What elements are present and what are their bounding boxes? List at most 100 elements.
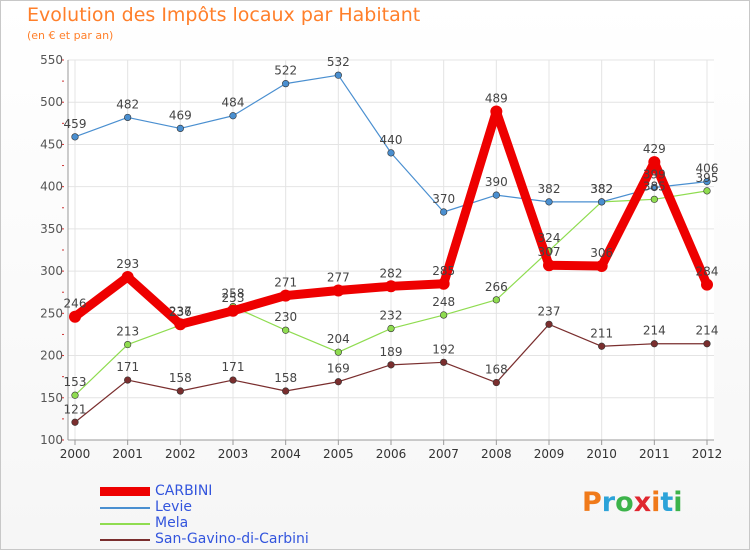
- data-label: 370: [432, 192, 455, 206]
- data-point: [703, 178, 711, 186]
- data-label: 489: [485, 92, 508, 106]
- x-tick-label: 2001: [112, 447, 143, 461]
- data-point: [437, 277, 450, 290]
- data-point: [703, 340, 711, 348]
- data-label: 232: [380, 309, 403, 323]
- data-point: [440, 208, 448, 216]
- data-point: [279, 289, 292, 302]
- data-point: [229, 112, 237, 120]
- legend-item: Mela: [100, 515, 360, 532]
- data-point: [650, 183, 658, 192]
- data-label: 399: [643, 168, 666, 182]
- data-label: 532: [327, 55, 350, 69]
- y-tick-label: 550: [40, 53, 63, 67]
- data-label: 382: [538, 182, 561, 196]
- x-tick-label: 2000: [60, 447, 91, 461]
- legend-label: CARBINI: [155, 483, 213, 499]
- data-label: 158: [274, 371, 297, 385]
- logo-letter: P: [582, 487, 602, 518]
- data-label: 169: [327, 362, 350, 376]
- data-label: 390: [485, 175, 508, 189]
- data-label: 214: [696, 324, 719, 338]
- data-point: [121, 271, 134, 284]
- data-label: 285: [432, 264, 455, 278]
- data-label: 236: [169, 305, 192, 319]
- data-label: 237: [169, 304, 192, 318]
- legend-item: CARBINI: [100, 483, 360, 500]
- x-tick-label: 2007: [428, 447, 459, 461]
- logo-letter: r: [601, 487, 616, 518]
- legend-swatch: [100, 507, 150, 509]
- y-tick-label: 450: [40, 137, 63, 151]
- data-label: 284: [696, 265, 719, 279]
- data-label: 395: [696, 171, 719, 185]
- legend-swatch: [100, 523, 150, 525]
- data-point: [387, 324, 395, 333]
- legend-swatch: [100, 487, 150, 496]
- y-tick-label: 350: [40, 222, 63, 236]
- data-label: 171: [116, 360, 139, 374]
- data-label: 258: [222, 287, 245, 301]
- y-tick-label: 250: [40, 306, 63, 320]
- data-point: [387, 149, 395, 157]
- data-point: [227, 304, 239, 317]
- x-tick-label: 2005: [323, 447, 354, 461]
- data-point: [334, 71, 342, 79]
- data-label: 271: [274, 276, 297, 290]
- data-label: 469: [169, 108, 192, 122]
- data-label: 277: [327, 271, 350, 285]
- x-tick-label: 2006: [376, 447, 407, 461]
- data-label: 204: [327, 332, 350, 346]
- x-tick-label: 2002: [165, 447, 196, 461]
- data-point: [176, 387, 184, 395]
- data-label: 459: [64, 117, 87, 131]
- y-tick-label: 300: [40, 264, 63, 278]
- logo-letter: o: [615, 487, 634, 518]
- data-label: 382: [590, 182, 613, 196]
- data-point: [492, 378, 500, 387]
- data-label: 306: [590, 246, 613, 260]
- x-tick-label: 2004: [270, 447, 301, 461]
- x-tick-label: 2008: [481, 447, 512, 461]
- data-point: [334, 378, 342, 386]
- data-label: 293: [116, 257, 139, 271]
- proxiti-logo: Proxiti: [582, 487, 683, 518]
- data-point: [492, 296, 500, 304]
- logo-letter: x: [633, 487, 652, 518]
- data-label: 121: [64, 402, 87, 416]
- legend-swatch: [100, 539, 150, 541]
- data-label: 266: [485, 280, 508, 294]
- data-label: 237: [538, 304, 561, 318]
- data-label: 230: [274, 310, 297, 324]
- x-tick-label: 2012: [692, 447, 723, 461]
- legend-label: Levie: [155, 499, 192, 515]
- data-label: 324: [538, 231, 561, 245]
- data-label: 213: [116, 325, 139, 339]
- legend-label: Mela: [155, 515, 189, 531]
- data-point: [490, 105, 503, 118]
- data-point: [332, 284, 345, 297]
- data-point: [124, 113, 132, 122]
- data-label: 246: [64, 297, 87, 311]
- data-point: [703, 187, 711, 195]
- data-point: [440, 311, 448, 319]
- logo-letter: t: [660, 487, 674, 518]
- logo-letter: i: [651, 487, 661, 518]
- data-label: 253: [222, 291, 245, 305]
- logo-letter: i: [673, 487, 683, 518]
- data-label: 248: [432, 295, 455, 309]
- data-point: [545, 198, 553, 206]
- data-point: [229, 376, 237, 384]
- data-point: [598, 342, 606, 350]
- data-point: [387, 361, 395, 369]
- data-label: 153: [64, 375, 87, 389]
- data-point: [282, 80, 290, 88]
- data-point: [69, 310, 81, 323]
- legend-label: San-Gavino-di-Carbini: [155, 531, 309, 547]
- data-label: 282: [380, 266, 403, 280]
- data-label: 482: [116, 97, 139, 111]
- data-point: [71, 391, 79, 399]
- x-tick-label: 2011: [639, 447, 670, 461]
- data-point: [595, 260, 608, 273]
